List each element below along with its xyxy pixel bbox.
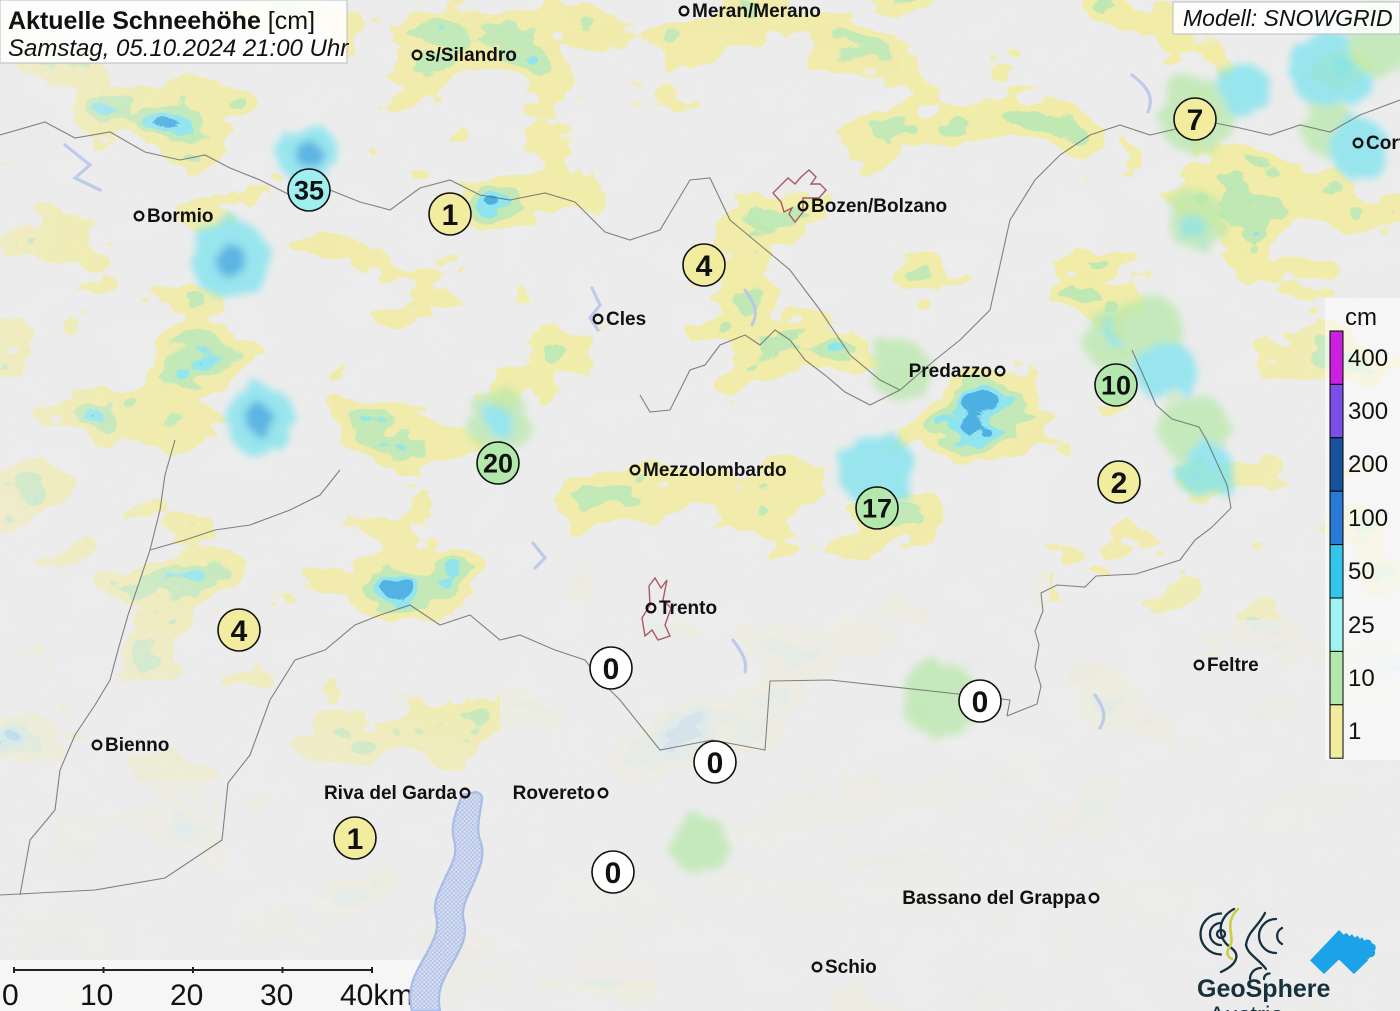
svg-text:10: 10 [1101, 371, 1131, 401]
svg-text:Cortina: Cortina [1366, 133, 1400, 154]
svg-text:Trento: Trento [659, 598, 717, 619]
svg-text:0: 0 [603, 653, 620, 686]
svg-text:30: 30 [260, 979, 293, 1011]
svg-text:Bozen/Bolzano: Bozen/Bolzano [811, 196, 947, 217]
svg-text:0: 0 [2, 979, 19, 1011]
svg-text:35: 35 [294, 176, 324, 206]
svg-text:4: 4 [231, 615, 248, 648]
svg-text:2: 2 [1111, 467, 1128, 500]
svg-text:0: 0 [605, 857, 622, 890]
svg-text:0: 0 [707, 747, 724, 780]
svg-text:17: 17 [862, 494, 892, 524]
svg-text:Feltre: Feltre [1207, 655, 1259, 676]
svg-text:10: 10 [80, 979, 113, 1011]
svg-text:Bassano del Grappa: Bassano del Grappa [902, 888, 1086, 909]
svg-text:100: 100 [1348, 505, 1388, 532]
svg-text:1: 1 [442, 199, 459, 232]
svg-text:Austria: Austria [1209, 1002, 1284, 1011]
svg-text:Modell: SNOWGRID: Modell: SNOWGRID [1183, 5, 1393, 31]
svg-text:25: 25 [1348, 612, 1375, 639]
svg-text:1: 1 [1348, 718, 1361, 745]
svg-text:Samstag, 05.10.2024 21:00 Uhr: Samstag, 05.10.2024 21:00 Uhr [8, 35, 349, 62]
svg-text:0: 0 [972, 686, 989, 719]
svg-text:Cles: Cles [606, 309, 646, 330]
svg-text:20: 20 [483, 449, 513, 479]
svg-text:Aktuelle Schneehöhe [cm]: Aktuelle Schneehöhe [cm] [8, 7, 315, 35]
svg-text:200: 200 [1348, 451, 1388, 478]
svg-text:GeoSphere: GeoSphere [1197, 975, 1330, 1003]
svg-text:Bienno: Bienno [105, 735, 169, 756]
svg-text:Mezzolombardo: Mezzolombardo [643, 460, 787, 481]
svg-text:1: 1 [347, 823, 364, 856]
svg-text:Bormio: Bormio [147, 206, 214, 227]
svg-text:7: 7 [1187, 104, 1204, 137]
svg-text:50: 50 [1348, 558, 1375, 585]
svg-text:300: 300 [1348, 398, 1388, 425]
svg-text:s/Silandro: s/Silandro [425, 45, 517, 66]
svg-text:10: 10 [1348, 665, 1375, 692]
svg-text:Schio: Schio [825, 957, 877, 978]
svg-text:Rovereto: Rovereto [513, 783, 595, 804]
svg-text:Meran/Merano: Meran/Merano [692, 1, 821, 22]
svg-text:40km: 40km [340, 979, 413, 1011]
svg-text:cm: cm [1345, 304, 1377, 331]
svg-text:400: 400 [1348, 345, 1388, 372]
svg-text:Predazzo: Predazzo [909, 361, 992, 382]
svg-text:4: 4 [696, 250, 713, 283]
svg-text:20: 20 [170, 979, 203, 1011]
svg-text:Riva del Garda: Riva del Garda [324, 783, 457, 804]
